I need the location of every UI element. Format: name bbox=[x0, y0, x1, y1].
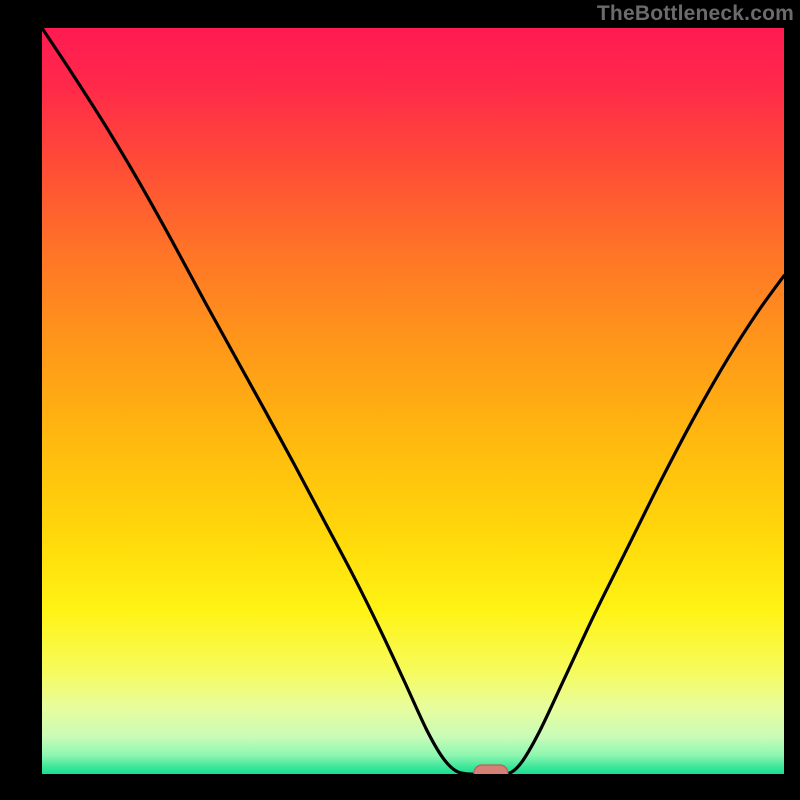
plot-background bbox=[42, 28, 784, 774]
watermark-text: TheBottleneck.com bbox=[597, 2, 794, 26]
chart-svg bbox=[0, 0, 800, 800]
chart-container: { "canvas": { "width": 800, "height": 80… bbox=[0, 0, 800, 800]
